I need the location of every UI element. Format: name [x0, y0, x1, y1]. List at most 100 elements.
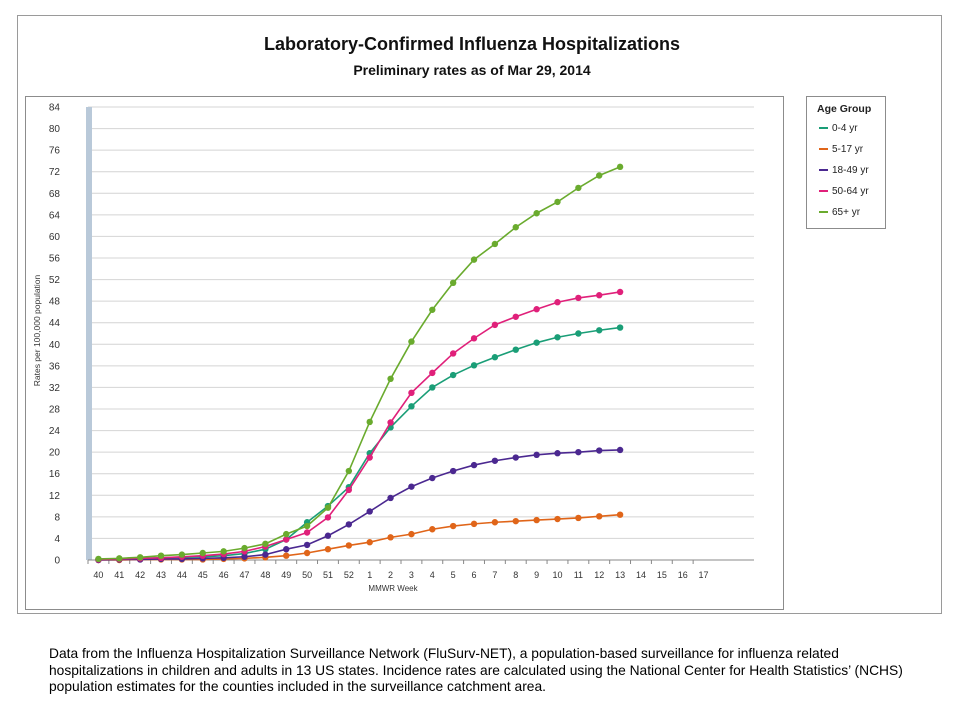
x-tick-label: 7 [492, 570, 497, 580]
data-point [387, 375, 394, 382]
legend-swatch [819, 127, 828, 129]
series-line [98, 291, 621, 561]
x-tick-label: 48 [260, 570, 270, 580]
y-tick-label: 40 [49, 340, 61, 351]
y-tick-label: 28 [49, 405, 61, 416]
data-point [470, 335, 478, 342]
x-tick-label: 50 [302, 570, 312, 580]
y-tick-label: 56 [49, 254, 61, 265]
plot-area: 0 4 8 12 16 20 24 28 32 36 40 44 48 52 56 60 64 68 72 76 80 8… [25, 96, 784, 610]
x-tick-label: 2 [388, 570, 393, 580]
x-tick-label: 9 [534, 570, 539, 580]
legend-label: 50-64 yr [832, 185, 869, 197]
legend-label: 5-17 yr [832, 143, 864, 155]
data-point [303, 529, 311, 536]
data-point [387, 534, 394, 541]
data-point [596, 327, 603, 334]
legend: Age Group 0-4 yr 5-17 yr 18-49 yr 50-64 … [806, 96, 886, 229]
data-point [95, 555, 102, 563]
data-point [616, 511, 624, 518]
data-point [178, 551, 186, 558]
series-line [98, 166, 621, 560]
y-tick-label: 32 [49, 383, 61, 394]
y-tick-label: 80 [49, 124, 61, 135]
data-point [596, 292, 603, 299]
legend-swatch [819, 211, 828, 213]
series-line [98, 326, 621, 561]
data-point [408, 403, 415, 410]
x-tick-label: 1 [367, 570, 372, 580]
series-line [98, 513, 621, 561]
data-point [408, 483, 415, 490]
data-point [470, 520, 478, 528]
legend-label: 0-4 yr [832, 122, 858, 134]
data-point [283, 530, 290, 538]
chart-frame: Laboratory-Confirmed Influenza Hospitali… [17, 15, 942, 614]
data-point [262, 540, 269, 548]
data-point [324, 514, 332, 521]
data-point [429, 369, 436, 377]
data-point [616, 288, 624, 296]
data-point [575, 330, 582, 337]
data-point [324, 532, 332, 539]
data-point [470, 256, 478, 263]
data-point [303, 541, 311, 549]
x-tick-label: 40 [93, 570, 103, 580]
data-point [554, 299, 561, 306]
y-tick-label: 44 [49, 318, 61, 329]
data-point [491, 354, 499, 361]
data-point [429, 526, 436, 533]
y-tick-label: 60 [49, 232, 61, 243]
data-point [387, 419, 394, 426]
legend-label: 65+ yr [832, 206, 861, 218]
y-tick-label: 4 [54, 534, 60, 545]
x-tick-label: 12 [594, 570, 604, 580]
data-point [470, 461, 478, 469]
data-point [533, 306, 540, 313]
data-point [241, 553, 248, 560]
data-point [575, 514, 582, 522]
data-point [533, 451, 540, 459]
left-band [86, 107, 92, 560]
data-point [575, 184, 582, 192]
data-point [303, 549, 311, 557]
data-point [345, 542, 353, 549]
data-point [554, 198, 561, 206]
data-point [366, 508, 373, 515]
data-point [345, 521, 353, 528]
legend-title: Age Group [817, 103, 872, 115]
x-tick-label: 44 [177, 570, 187, 580]
data-point [512, 517, 519, 525]
y-tick-label: 24 [49, 426, 61, 437]
legend-swatch [819, 148, 828, 150]
data-point [596, 447, 603, 454]
chart-title: Laboratory-Confirmed Influenza Hospitali… [263, 34, 681, 54]
data-point [491, 240, 499, 248]
data-point [470, 362, 478, 369]
x-tick-label: 49 [281, 570, 291, 580]
x-tick-label: 52 [344, 570, 354, 580]
y-tick-label: 0 [54, 556, 60, 567]
legend-item-5-17: 5-17 yr [819, 142, 863, 156]
x-tick-label: 6 [472, 570, 477, 580]
y-tick-label: 76 [49, 146, 61, 157]
data-point [596, 172, 603, 179]
y-tick-label: 20 [49, 448, 61, 459]
data-point [554, 515, 561, 523]
x-tick-label: 11 [574, 570, 583, 580]
legend-item-50-64: 50-64 yr [819, 184, 869, 198]
x-axis-title: MMWR Week [368, 584, 418, 593]
x-tick-label: 8 [513, 570, 518, 580]
data-point [241, 544, 248, 552]
x-tick-label: 51 [323, 570, 333, 580]
y-tick-label: 72 [49, 167, 61, 178]
x-tick-label: 13 [615, 570, 625, 580]
x-tick-label: 45 [198, 570, 208, 580]
x-tick-label: 16 [678, 570, 688, 580]
data-point [387, 494, 394, 502]
y-tick-label: 16 [49, 469, 61, 480]
data-point [429, 384, 436, 391]
legend-item-0-4: 0-4 yr [819, 121, 858, 135]
line-chart: 0481216202428323640444852566064687276808… [32, 103, 754, 593]
x-tick-label: 41 [114, 570, 124, 580]
